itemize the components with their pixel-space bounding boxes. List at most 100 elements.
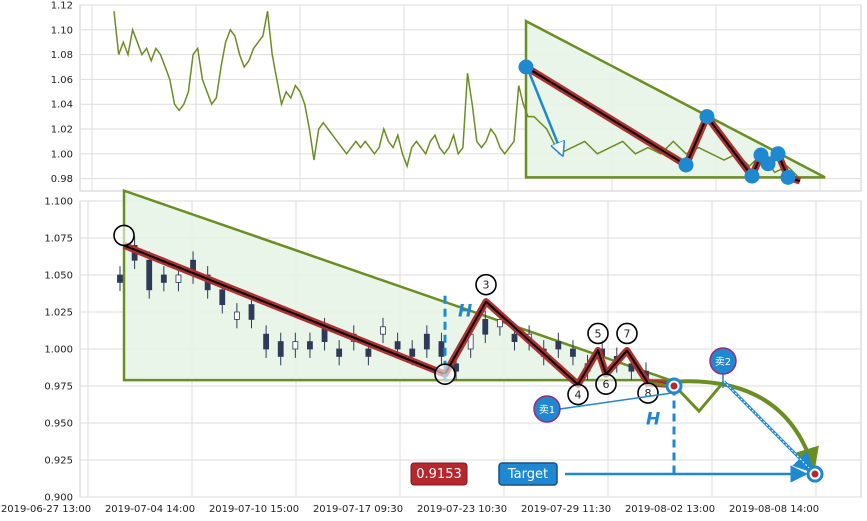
bottom-y-tick-label: 0.900	[44, 493, 73, 504]
top-pattern-point	[518, 59, 534, 75]
bottom-y-tick-label: 1.025	[44, 308, 73, 319]
sell1-bubble	[533, 395, 561, 423]
candle-body	[423, 333, 430, 350]
top-panel: 0.98 1.00 1.02 1.04 1.06 1.08 1.10 1.12	[51, 1, 862, 192]
target-value-label: 0.9153	[416, 467, 462, 482]
bottom-y-tick-label: 1.050	[44, 271, 73, 282]
candle-body	[380, 326, 386, 335]
bottom-annotations: H H 卖1 卖2 Target 0.9153	[410, 301, 808, 486]
candle-body	[438, 341, 445, 357]
candle-body	[263, 333, 270, 350]
bottom-x-axis: 2019-06-27 13:00 2019-07-04 14:00 2019-07-…	[1, 504, 819, 515]
bottom-y-tick-label: 1.100	[44, 197, 73, 208]
pattern-point-marker	[595, 373, 617, 395]
bottom-zigzag-core	[123, 244, 673, 386]
top-triangle-pattern	[524, 19, 826, 179]
target-point-core	[811, 470, 819, 478]
pattern-point-label: 6	[603, 378, 610, 391]
candle-body	[482, 318, 489, 335]
pattern-point-marker	[616, 322, 638, 345]
top-pattern-point	[678, 157, 694, 173]
candle-body	[365, 348, 372, 357]
candle-body	[496, 318, 503, 328]
top-y-tick-label: 1.08	[51, 50, 73, 61]
candle-body	[555, 341, 562, 350]
bottom-pattern-points: 3 4 5 6 7 8	[113, 224, 824, 483]
bottom-x-tick-label: 2019-08-02 13:00	[625, 504, 715, 515]
candle-body	[511, 333, 518, 343]
bottom-y-tick-label: 0.925	[44, 456, 73, 467]
top-pattern-point	[699, 109, 715, 125]
pattern-point-marker	[475, 273, 497, 296]
top-y-tick-label: 0.98	[51, 174, 73, 185]
pattern-point-label: 4	[575, 389, 582, 402]
top-y-tick-label: 1.02	[51, 125, 73, 136]
bottom-panel: 0.900 0.925 0.950 0.975 1.000 1.025 1.050 1.075…	[1, 188, 862, 515]
pattern-point-marker	[434, 363, 456, 385]
projection-arrow-inner	[723, 381, 814, 473]
top-pattern-point	[760, 156, 776, 172]
pattern-point-marker	[637, 382, 659, 404]
bottom-projection	[443, 295, 819, 475]
bottom-x-tick-label: 2019-07-23 10:30	[417, 504, 507, 515]
bottom-x-tick-label: 2019-06-27 13:00	[1, 504, 91, 515]
bottom-y-tick-label: 1.000	[44, 345, 73, 356]
bottom-y-tick-label: 1.075	[44, 234, 73, 245]
candle-body	[175, 274, 182, 283]
bottom-pattern-zigzag	[122, 242, 673, 389]
candle-body	[307, 341, 313, 350]
sell2-bubble	[709, 347, 737, 375]
h-label-2: H	[646, 409, 660, 429]
top-pattern-point	[770, 146, 786, 162]
pattern-point-label: 7	[624, 327, 631, 340]
bottom-x-tick-label: 2019-07-29 11:30	[521, 504, 611, 515]
candle-body	[219, 289, 226, 305]
top-y-tick-label: 1.00	[51, 149, 73, 160]
pattern-point-marker	[113, 224, 135, 247]
pattern-point-label: 8	[645, 387, 652, 400]
target-value-box	[410, 462, 468, 486]
top-pattern-point	[780, 169, 796, 185]
bottom-y-tick-label: 0.950	[44, 419, 73, 430]
pattern-point-marker	[587, 322, 609, 345]
bottom-x-tick-label: 2019-07-10 15:00	[209, 504, 299, 515]
projection-zigzag	[647, 380, 726, 414]
target-label: Target	[507, 467, 548, 482]
h-label-1: H	[458, 301, 472, 321]
candle-body	[409, 348, 416, 357]
bottom-triangle-pattern	[122, 188, 671, 382]
bottom-y-axis: 0.900 0.925 0.950 0.975 1.000 1.025 1.050 1.075…	[44, 197, 73, 504]
candle-body	[160, 274, 167, 283]
top-y-tick-label: 1.12	[51, 1, 73, 12]
candle-body	[277, 341, 284, 357]
sell2-label: 卖2	[715, 356, 731, 368]
projection-curve	[674, 379, 819, 472]
pattern-point-label: 5	[595, 327, 602, 340]
candle-body	[233, 311, 240, 320]
top-pattern-point	[744, 168, 760, 184]
candle-body	[570, 348, 576, 357]
top-y-tick-label: 1.06	[51, 75, 73, 86]
candle-body	[146, 259, 153, 291]
bottom-x-tick-label: 2019-07-17 09:30	[313, 504, 403, 515]
sell1-connector	[559, 392, 673, 410]
candle-body	[248, 304, 255, 320]
sell-point-1-core	[670, 382, 678, 390]
candle-body	[117, 274, 123, 283]
top-price-line	[113, 11, 801, 180]
top-pattern-points	[518, 59, 796, 185]
top-arrow	[526, 69, 562, 153]
top-y-axis: 0.98 1.00 1.02 1.04 1.06 1.08 1.10 1.12	[51, 1, 73, 186]
top-y-tick-label: 1.04	[51, 100, 73, 111]
bottom-y-tick-label: 0.975	[44, 382, 73, 393]
candle-body	[453, 363, 459, 372]
top-y-tick-label: 1.10	[51, 25, 73, 36]
candle-body	[292, 341, 299, 350]
pattern-point-label: 3	[483, 279, 490, 292]
bottom-x-tick-label: 2019-08-08 14:00	[729, 504, 819, 515]
pattern-point-marker	[567, 383, 589, 406]
candle-body	[336, 348, 343, 357]
sell1-label: 卖1	[539, 404, 555, 416]
candle-body	[394, 341, 401, 350]
